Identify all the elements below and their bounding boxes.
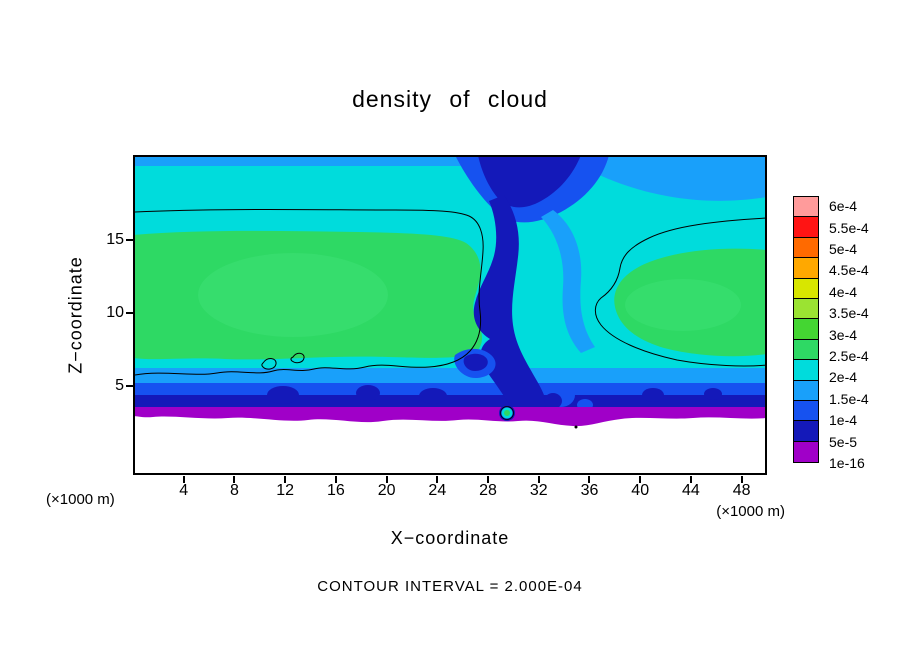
colorbar-label: 5.5e-4 (829, 219, 869, 236)
green-region-right (614, 248, 767, 357)
colorbar-label: 5e-4 (829, 241, 858, 257)
colorbar-label: 3e-4 (829, 326, 858, 343)
x-tick-mark (182, 476, 185, 483)
x-tick-mark (284, 476, 287, 483)
colorbar-swatch (794, 298, 818, 320)
contour-loop-small (290, 352, 305, 364)
y-axis-label: Z−coordinate (65, 256, 86, 374)
colorbar-swatch (794, 258, 818, 279)
x-tick-mark (334, 476, 337, 483)
x-tick-label: 36 (580, 482, 599, 499)
colorbar-label: 2e-4 (829, 369, 858, 386)
contour-interval-caption: CONTOUR INTERVAL = 2.000E-04 (317, 578, 583, 595)
colorbar-swatch (794, 441, 818, 463)
z-tick-mark (126, 384, 133, 387)
field-top-strip (133, 155, 767, 166)
x-tick-mark (537, 476, 540, 483)
z-tick-label: 15 (106, 231, 124, 249)
z-tick-label: 10 (106, 304, 124, 322)
colorbar-label: 1.5e-4 (829, 390, 869, 407)
z-tick-mark (126, 238, 133, 241)
green-highlight-right (625, 279, 741, 331)
x-unit-right: (×1000 m) (716, 503, 785, 520)
pocket-ring-core (504, 410, 510, 416)
colorbar (793, 196, 819, 464)
x-tick-label: 32 (529, 482, 548, 499)
x-axis-label: X−coordinate (390, 528, 510, 548)
x-tick-mark (233, 476, 236, 483)
x-tick-label: 28 (479, 482, 497, 499)
colorbar-label: 4.5e-4 (829, 262, 869, 279)
x-tick-label: 16 (326, 482, 345, 499)
contour-plot (133, 155, 767, 475)
darkblue-bump (419, 388, 447, 404)
x-unit-left: (×1000 m) (46, 491, 115, 508)
darkblue-bump (642, 388, 664, 402)
chart-title: density of cloud (352, 86, 548, 112)
x-tick-label: 24 (428, 482, 447, 499)
colorbar-label: 5e-5 (829, 433, 858, 450)
x-tick-label: 48 (732, 482, 751, 499)
x-tick-label: 8 (229, 482, 239, 499)
x-tick-label: 4 (179, 482, 189, 499)
colorbar-label: 2.5e-4 (829, 348, 869, 364)
colorbar-swatch (794, 339, 818, 361)
x-tick-mark (385, 476, 388, 483)
colorbar-swatch (794, 400, 818, 422)
x-tick-label: 44 (682, 482, 700, 499)
pocket-contour (500, 406, 514, 420)
colorbar-swatch (794, 237, 818, 259)
colorbar-swatch (794, 197, 818, 218)
green-highlight-left (198, 253, 388, 337)
plume-lower-blob (544, 393, 562, 409)
darkblue-bump (267, 386, 299, 404)
plume-right-halo (541, 210, 595, 353)
contour-loop-small (261, 358, 277, 370)
colorbar-swatch (794, 360, 818, 381)
colorbar-label: 1e-4 (829, 412, 858, 429)
colorbar-swatch (794, 380, 818, 401)
colorbar-label: 1e-16 (829, 455, 865, 471)
x-tick-mark (436, 476, 439, 483)
colorbar-swatch (794, 421, 818, 442)
colorbar-swatch (794, 278, 818, 299)
x-tick-mark (588, 476, 591, 483)
x-tick-mark (487, 476, 490, 483)
surface-speck (574, 425, 578, 429)
contour-left (134, 209, 484, 376)
plume-swirl-inner (463, 353, 488, 371)
colorbar-label: 3.5e-4 (829, 305, 869, 322)
darkblue-bump (356, 385, 380, 401)
colorbar-label: 6e-4 (829, 198, 858, 215)
x-tick-label: 12 (276, 482, 295, 499)
plot-frame (133, 155, 767, 475)
x-tick-mark (689, 476, 692, 483)
field-top-right-lightblue (583, 155, 767, 201)
colorbar-swatch (794, 319, 818, 340)
colorbar-label: 4e-4 (829, 283, 858, 300)
z-tick-mark (126, 311, 133, 314)
plume-top-core (478, 155, 581, 208)
contour-right (594, 217, 767, 367)
z-tick-label: 5 (115, 377, 124, 395)
x-tick-label: 40 (631, 482, 650, 499)
darkblue-bump (704, 388, 722, 400)
cloud-base-strip (133, 407, 767, 427)
x-tick-mark (639, 476, 642, 483)
band-blue (133, 383, 767, 397)
x-tick-mark (740, 476, 743, 483)
colorbar-swatch (794, 217, 818, 238)
x-tick-label: 20 (377, 482, 396, 499)
band-lightblue (133, 368, 767, 385)
